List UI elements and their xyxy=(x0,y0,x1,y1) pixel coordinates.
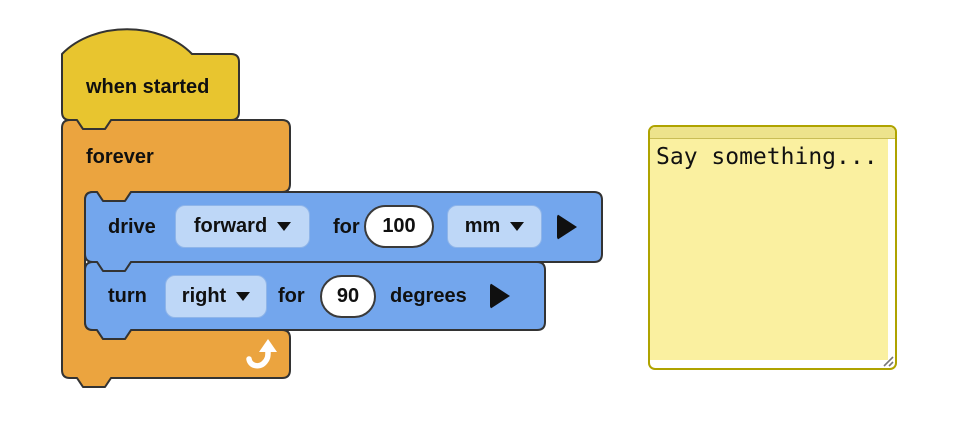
chevron-down-icon xyxy=(510,222,525,231)
turn-direction-dropdown[interactable]: right xyxy=(165,275,267,318)
when-started-block-shape[interactable] xyxy=(61,28,240,130)
chevron-down-icon xyxy=(277,222,292,231)
comment-text-input[interactable]: Say something... xyxy=(650,139,888,360)
turn-unit-label: degrees xyxy=(390,284,467,307)
when-started-label: when started xyxy=(86,75,210,98)
turn-expand-arrow-icon[interactable] xyxy=(490,283,510,309)
turn-angle-input[interactable]: 90 xyxy=(320,275,376,318)
turn-for-label: for xyxy=(278,284,305,307)
turn-angle-value: 90 xyxy=(336,285,360,307)
drive-distance-input[interactable]: 100 xyxy=(364,205,434,248)
resize-handle-icon[interactable] xyxy=(879,352,894,367)
comment-header-bar[interactable] xyxy=(650,127,895,139)
drive-for-label: for xyxy=(333,215,360,238)
turn-verb-label: turn xyxy=(108,284,147,307)
drive-direction-value: forward xyxy=(193,215,268,237)
turn-block-shape[interactable] xyxy=(84,261,546,340)
drive-direction-dropdown[interactable]: forward xyxy=(175,205,310,248)
turn-direction-value: right xyxy=(181,285,227,307)
chevron-down-icon xyxy=(236,292,251,301)
drive-expand-arrow-icon[interactable] xyxy=(557,214,577,240)
comment-note[interactable]: Say something... xyxy=(648,125,897,370)
loop-arrow-icon xyxy=(246,339,277,369)
drive-distance-value: 100 xyxy=(382,215,416,237)
drive-verb-label: drive xyxy=(108,215,156,238)
forever-label: forever xyxy=(86,145,154,168)
drive-unit-dropdown[interactable]: mm xyxy=(447,205,542,248)
drive-unit-value: mm xyxy=(464,215,501,237)
